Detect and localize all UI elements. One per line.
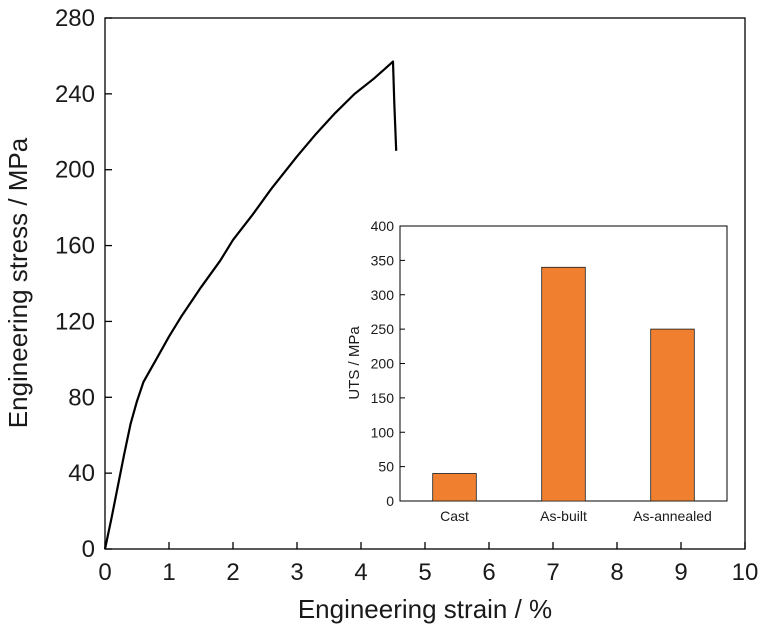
- inset-y-tick-label: 300: [371, 287, 395, 303]
- main-y-tick-label: 0: [82, 536, 95, 563]
- inset-chart: 0 50 100 150 200 250 300 350 400 Cast As-built As-…: [346, 218, 728, 524]
- inset-y-axis-label: UTS / MPa: [346, 326, 363, 400]
- main-y-tick-label: 120: [55, 308, 95, 335]
- main-y-tick-label: 80: [68, 384, 95, 411]
- main-x-tick-label: 8: [610, 559, 623, 586]
- main-x-tick-label: 9: [674, 559, 687, 586]
- main-x-tick-label: 5: [418, 559, 431, 586]
- main-x-tick-label: 3: [290, 559, 303, 586]
- main-y-ticks: 0 40 80 120 160 200 240 280: [55, 5, 112, 563]
- main-x-tick-label: 6: [482, 559, 495, 586]
- inset-x-tick-label: As-annealed: [633, 508, 712, 524]
- inset-y-tick-label: 350: [371, 252, 395, 268]
- inset-x-tick-label: As-built: [540, 508, 587, 524]
- main-x-tick-label: 4: [354, 559, 367, 586]
- inset-y-tick-label: 150: [371, 390, 395, 406]
- main-x-tick-label: 0: [98, 559, 111, 586]
- inset-bar-as-annealed: [650, 328, 695, 502]
- inset-y-tick-label: 400: [371, 218, 395, 234]
- inset-y-tick-label: 200: [371, 356, 395, 372]
- main-x-tick-label: 10: [732, 559, 759, 586]
- inset-x-labels: Cast As-built As-annealed: [440, 508, 712, 524]
- main-x-tick-label: 7: [546, 559, 559, 586]
- main-y-tick-label: 160: [55, 233, 95, 260]
- main-y-tick-label: 240: [55, 81, 95, 108]
- main-y-tick-label: 40: [68, 460, 95, 487]
- main-y-tick-label: 280: [55, 5, 95, 32]
- main-y-tick-label: 200: [55, 157, 95, 184]
- inset-bar-as-built: [541, 266, 586, 502]
- inset-y-tick-label: 100: [371, 424, 395, 440]
- main-y-axis-label: Engineering stress / MPa: [3, 137, 33, 428]
- main-x-axis-label: Engineering strain / %: [298, 594, 552, 624]
- stress-strain-curve: [103, 60, 398, 550]
- main-x-tick-label: 1: [162, 559, 175, 586]
- inset-bar-cast: [432, 473, 477, 502]
- inset-y-ticks: 0 50 100 150 200 250 300 350 400: [371, 218, 405, 509]
- inset-y-tick-label: 0: [386, 493, 394, 509]
- main-chart: 0 40 80 120 160 200 240 280 0 1 2 3 4 5 6 7 8 9 10 Engine…: [3, 5, 758, 624]
- main-x-ticks: 0 1 2 3 4 5 6 7 8 9 10: [98, 542, 758, 586]
- inset-bars: [432, 266, 695, 502]
- inset-x-tick-label: Cast: [440, 508, 469, 524]
- inset-y-tick-label: 250: [371, 321, 395, 337]
- main-x-tick-label: 2: [226, 559, 239, 586]
- inset-y-tick-label: 50: [378, 459, 394, 475]
